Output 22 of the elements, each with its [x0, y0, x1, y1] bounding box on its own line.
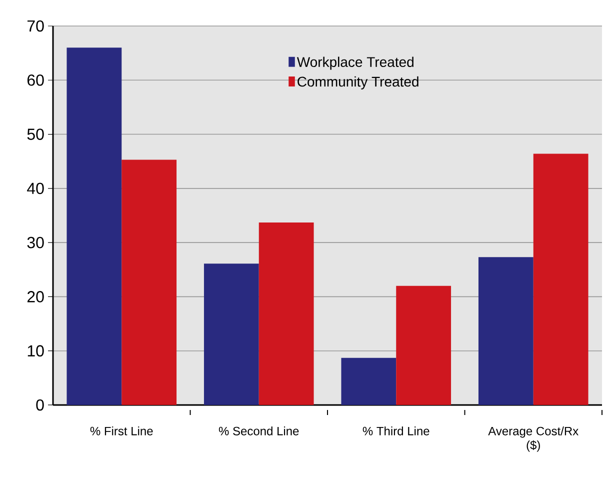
y-tick-label: 40 [27, 182, 44, 194]
bar [341, 358, 396, 405]
bar [533, 154, 588, 405]
bar [66, 48, 122, 405]
x-tick-label: % First Line [90, 426, 153, 436]
legend-label: Workplace Treated [296, 56, 414, 70]
y-tick-label: 50 [27, 128, 44, 140]
x-tick-label: % Third Line [362, 426, 430, 436]
y-tick-label: 30 [27, 236, 44, 248]
x-tick-label: % Second Line [218, 426, 299, 436]
y-tick-label: 0 [36, 399, 44, 411]
bar [204, 264, 259, 405]
x-tick-label: Average Cost/Rx ($) [488, 426, 578, 452]
bar [478, 257, 534, 405]
y-tick-label: 10 [28, 345, 44, 357]
y-tick-label: 70 [27, 20, 44, 32]
bar [396, 286, 452, 405]
y-tick-label: 60 [27, 74, 44, 86]
bar [258, 222, 314, 405]
legend-label: Community Treated [298, 76, 418, 90]
bar [122, 160, 177, 405]
y-tick-label: 20 [27, 291, 44, 302]
